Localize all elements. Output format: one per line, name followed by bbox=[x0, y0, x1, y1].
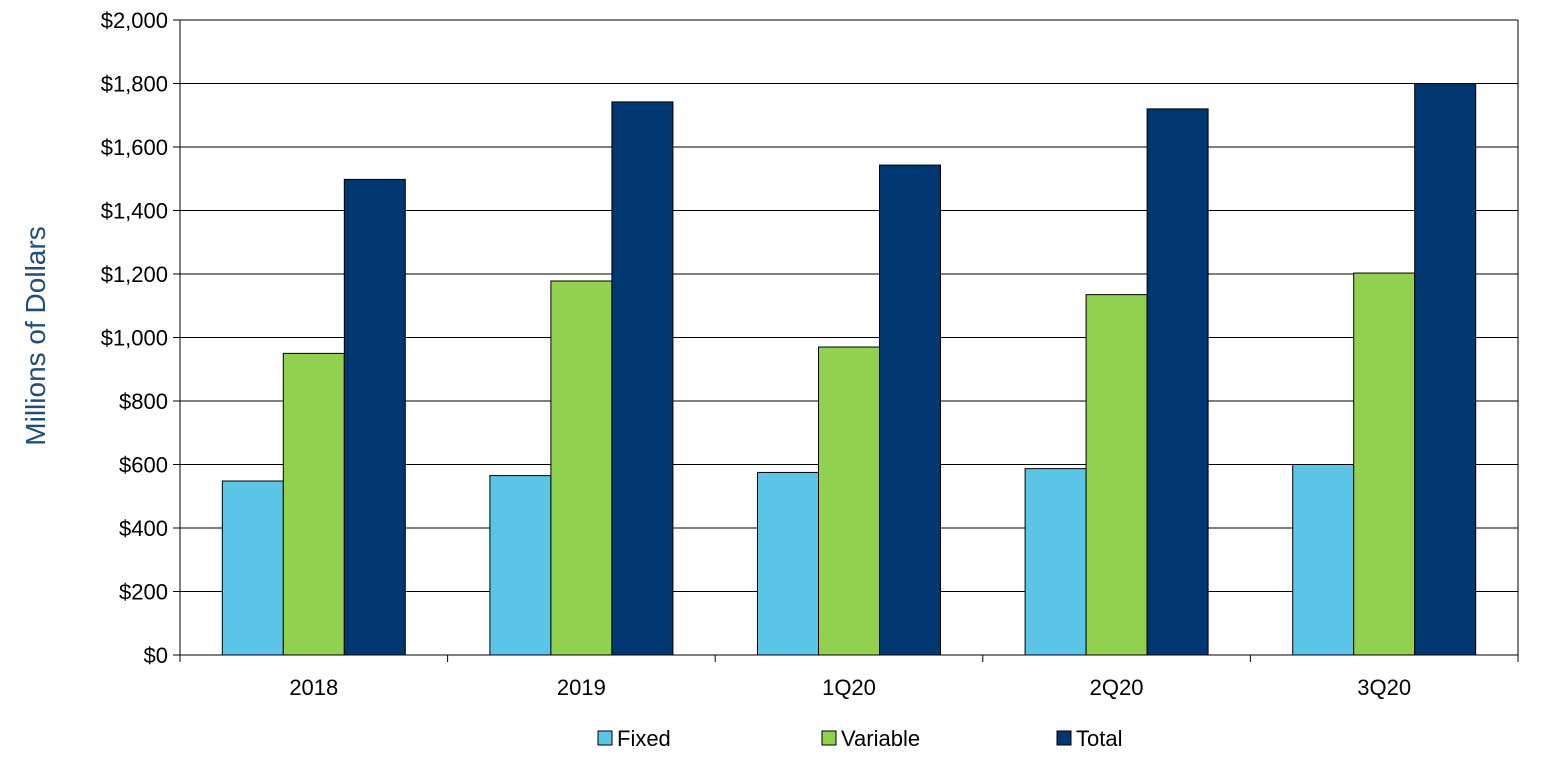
bars bbox=[221, 83, 1477, 656]
bar-fixed-3q20 bbox=[1292, 464, 1355, 656]
bar-total-1q20 bbox=[879, 164, 941, 656]
y-tick-label: $800 bbox=[119, 389, 168, 414]
x-tick-labels: 2018 2019 1Q20 2Q20 3Q20 bbox=[289, 675, 1411, 700]
legend-item-variable: Variable bbox=[821, 726, 920, 751]
y-tick-labels: $0 $200 $400 $600 $800 $1,000 $1,200 $1,400 $1,6… bbox=[101, 8, 168, 668]
x-tick-label: 3Q20 bbox=[1357, 675, 1411, 700]
legend-item-total: Total bbox=[1056, 726, 1122, 751]
y-axis-label: Millions of Dollars bbox=[20, 226, 51, 445]
x-tick-label: 2Q20 bbox=[1090, 675, 1144, 700]
x-tick-label: 2018 bbox=[289, 675, 338, 700]
bar-variable-3q20 bbox=[1353, 272, 1416, 656]
axes bbox=[179, 20, 1519, 662]
bar-total-2018 bbox=[343, 178, 406, 656]
legend: Fixed Variable Total bbox=[597, 726, 1122, 751]
y-tick-label: $1,800 bbox=[101, 72, 168, 97]
y-tick-label: $1,000 bbox=[101, 326, 168, 351]
legend-label: Fixed bbox=[617, 726, 671, 751]
y-tick-label: $2,000 bbox=[101, 8, 168, 33]
legend-label: Variable bbox=[841, 726, 920, 751]
y-tick-label: $600 bbox=[119, 453, 168, 478]
legend-swatch bbox=[597, 730, 613, 746]
bar-variable-2018 bbox=[282, 352, 345, 656]
x-tick-label: 2019 bbox=[557, 675, 606, 700]
legend-label: Total bbox=[1076, 726, 1122, 751]
legend-swatch bbox=[1056, 730, 1072, 746]
legend-item-fixed: Fixed bbox=[597, 726, 671, 751]
bar-variable-2019 bbox=[550, 280, 613, 656]
bar-variable-2q20 bbox=[1085, 294, 1148, 656]
bar-total-3q20 bbox=[1414, 83, 1477, 656]
y-tick-label: $1,400 bbox=[101, 199, 168, 224]
bar-fixed-1q20 bbox=[757, 471, 819, 656]
bar-variable-1q20 bbox=[818, 346, 880, 656]
bar-fixed-2q20 bbox=[1024, 468, 1087, 656]
x-tick-label: 1Q20 bbox=[822, 675, 876, 700]
y-tick-label: $200 bbox=[119, 580, 168, 605]
bar-total-2019 bbox=[611, 101, 674, 656]
y-tick-label: $400 bbox=[119, 516, 168, 541]
bar-total-2q20 bbox=[1146, 108, 1209, 656]
y-tick-label: $1,600 bbox=[101, 135, 168, 160]
y-tick-label: $0 bbox=[144, 643, 168, 668]
legend-swatch bbox=[821, 730, 837, 746]
y-tick-label: $1,200 bbox=[101, 262, 168, 287]
bar-fixed-2018 bbox=[221, 480, 284, 656]
bar-fixed-2019 bbox=[489, 475, 552, 656]
